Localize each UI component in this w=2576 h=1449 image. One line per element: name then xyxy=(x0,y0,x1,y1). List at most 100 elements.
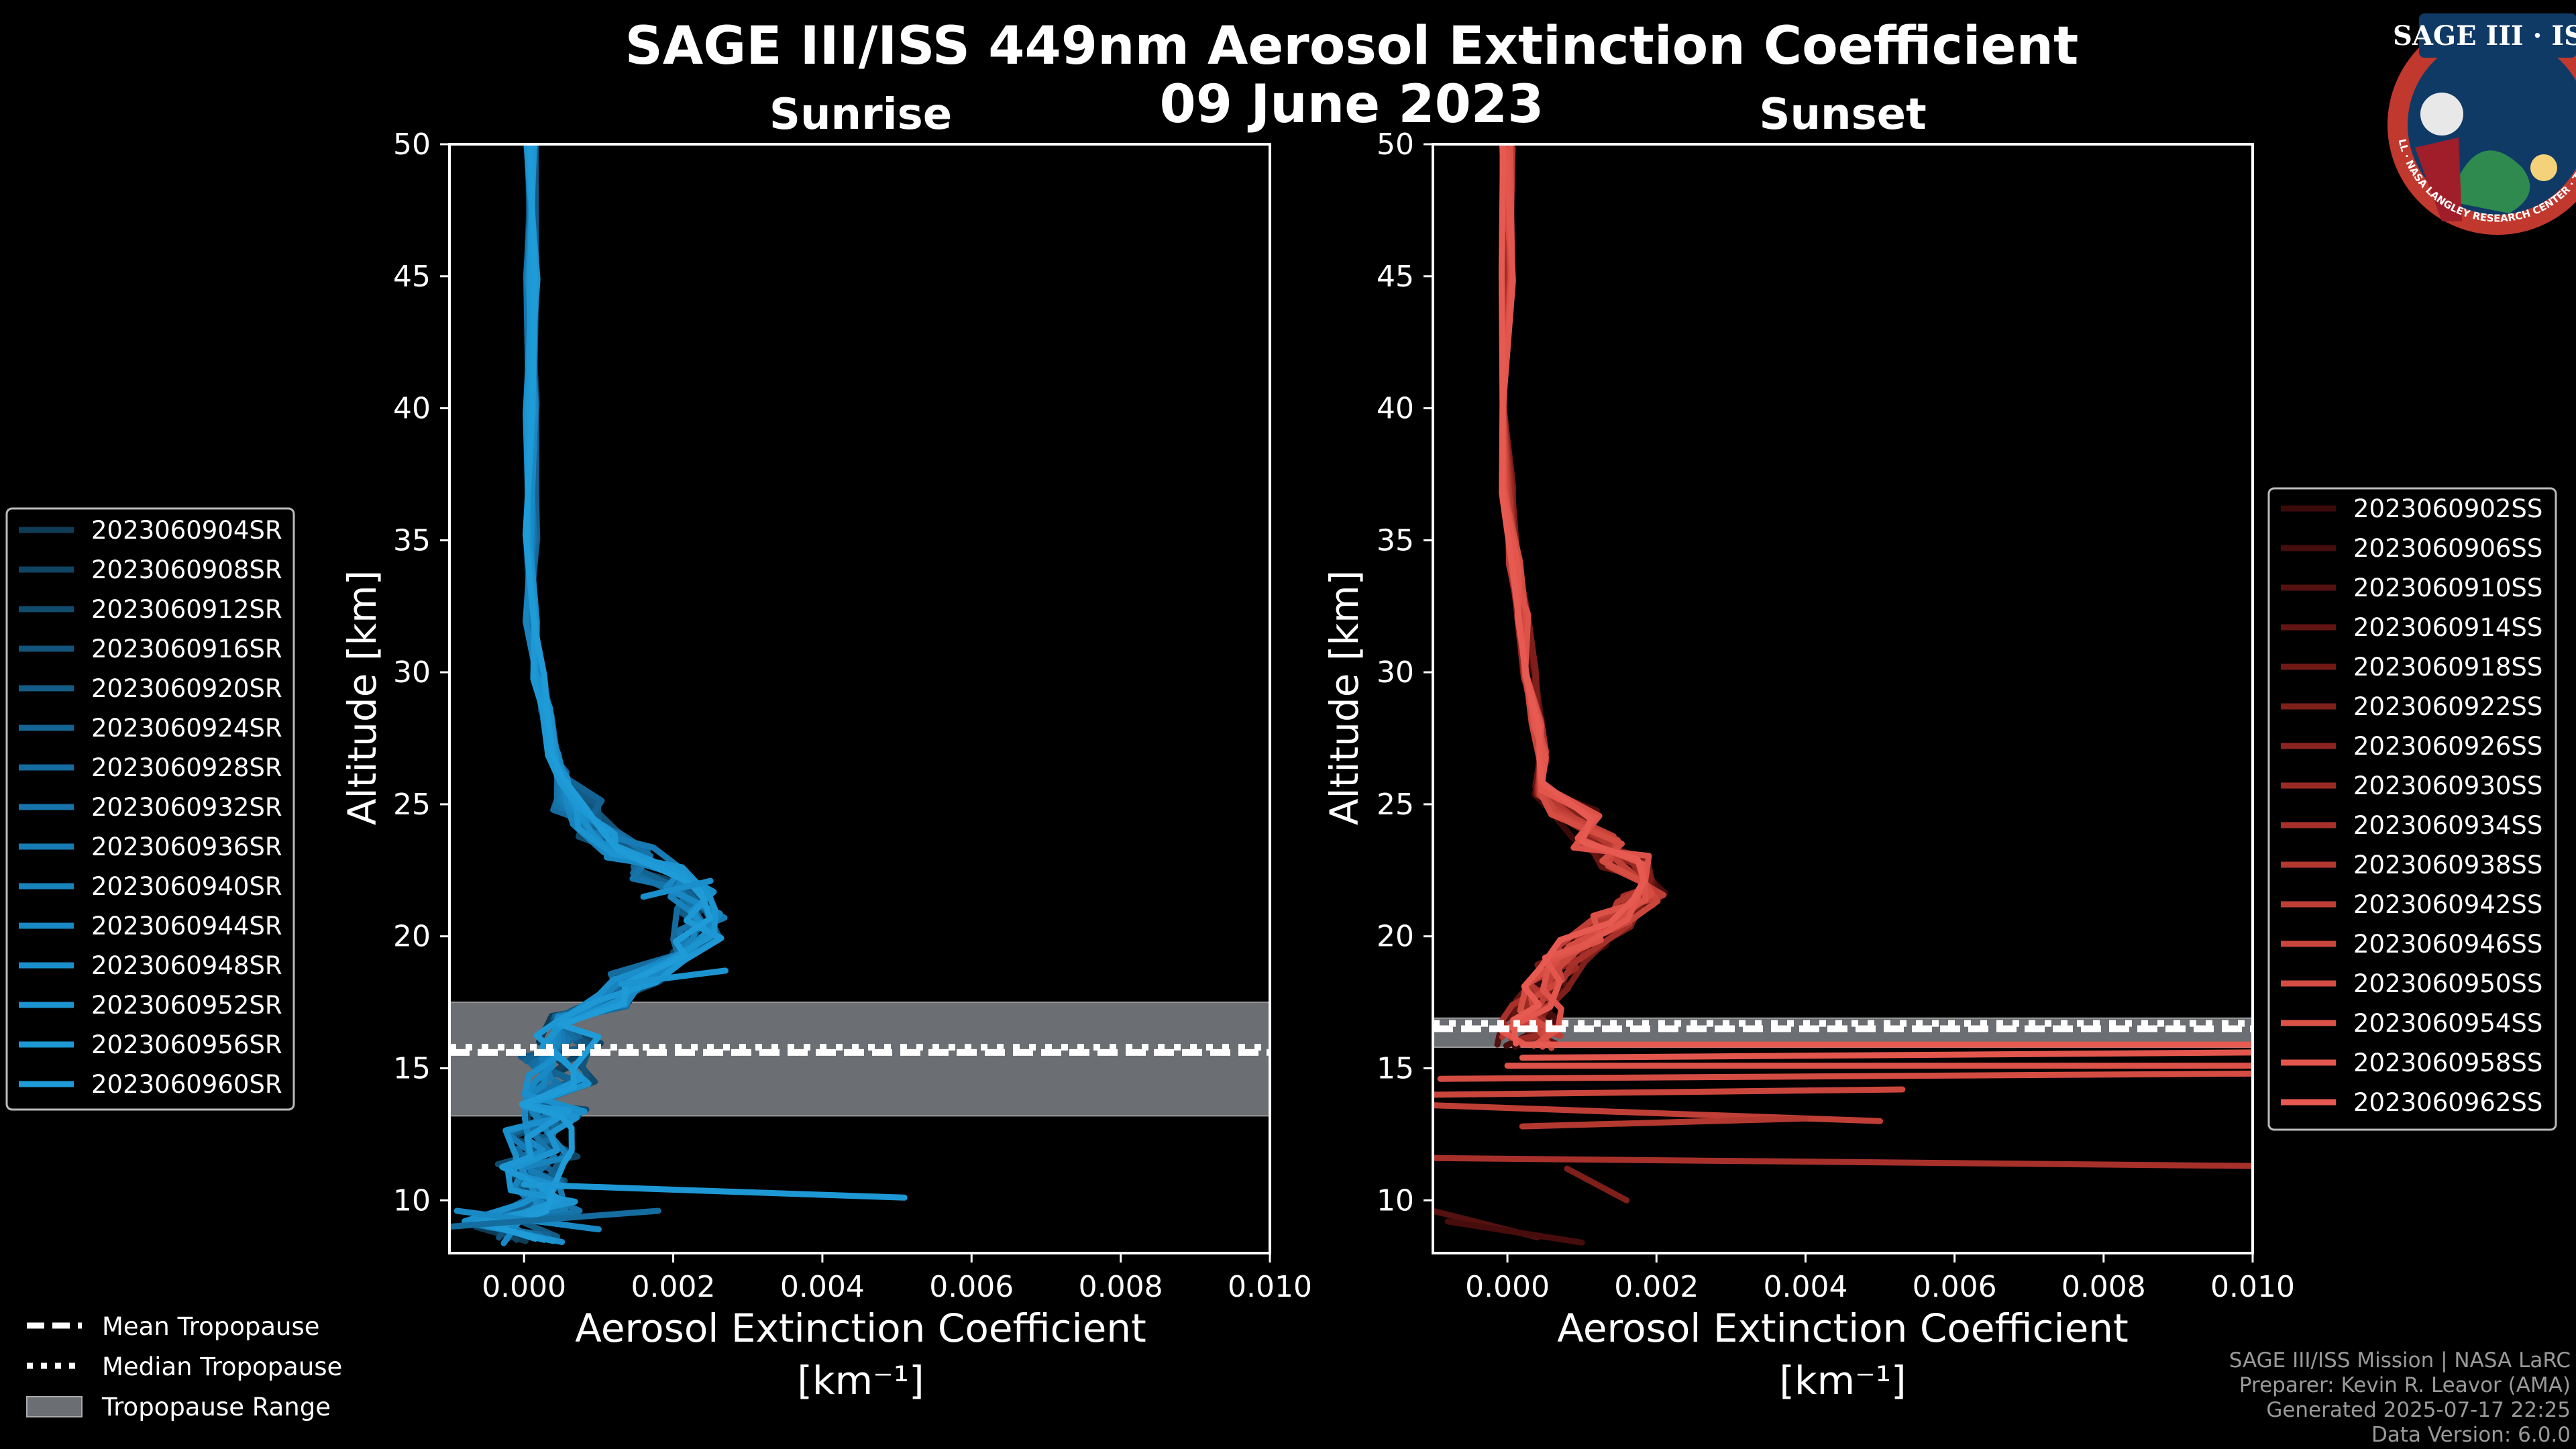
mean-tropopause-label: Mean Tropopause xyxy=(102,1312,320,1341)
logo-moon-shape xyxy=(2420,93,2463,136)
sunrise-y-tick-label: 50 xyxy=(393,127,431,162)
sunrise-y-tick-label: 40 xyxy=(393,392,431,426)
sunrise-legend-label: 2023060932SR xyxy=(91,793,282,822)
sunrise-x-tick-label: 0.000 xyxy=(482,1270,566,1304)
tropopause-range-swatch xyxy=(26,1396,83,1417)
logo-banner xyxy=(2419,13,2576,58)
sunrise-spike-4 xyxy=(640,877,714,900)
sunrise-spike-0 xyxy=(521,1181,908,1201)
sunrise-legend-label: 2023060944SR xyxy=(91,912,282,941)
credit-mission: SAGE III/ISS Mission | NASA LaRC xyxy=(2229,1348,2571,1373)
sunset-y-tick-label: 50 xyxy=(1377,127,1414,162)
sunset-y-tick-label: 25 xyxy=(1377,788,1414,822)
sunrise-legend-label: 2023060908SR xyxy=(91,555,282,584)
sunrise-legend-label: 2023060936SR xyxy=(91,833,282,861)
sunset-legend-label: 2023060930SS xyxy=(2353,771,2542,800)
sunset-spike-3 xyxy=(1437,1070,2253,1082)
median-tropopause-label: Median Tropopause xyxy=(102,1352,342,1381)
sunset-y-tick-label: 35 xyxy=(1377,523,1414,557)
sunrise-y-tick-label: 20 xyxy=(393,920,431,954)
sunset-legend-label: 2023060922SS xyxy=(2353,692,2542,721)
sunrise-panel-title: Sunrise xyxy=(769,90,952,140)
sunset-legend-label: 2023060926SS xyxy=(2353,732,2542,761)
sunrise-y-tick-label: 30 xyxy=(393,655,431,690)
sunset-legend-label: 2023060914SS xyxy=(2353,613,2542,642)
sunset-legend-label: 2023060906SS xyxy=(2353,534,2542,563)
sunset-y-axis-label: Altitude [km] xyxy=(1322,570,1367,825)
sunrise-y-tick-label: 15 xyxy=(393,1052,431,1086)
sunrise-x-tick-label: 0.008 xyxy=(1079,1270,1163,1304)
sunrise-x-tick-label: 0.010 xyxy=(1228,1270,1312,1304)
sunrise-x-axis-label: Aerosol Extinction Coefficient xyxy=(575,1305,1146,1351)
sunset-legend-label: 2023060946SS xyxy=(2353,930,2542,959)
sunrise-y-tick-label: 45 xyxy=(393,260,431,294)
sunrise-spike-3 xyxy=(618,967,729,987)
sunset-legend-label: 2023060938SS xyxy=(2353,851,2542,879)
credit-preparer: Preparer: Kevin R. Leavor (AMA) xyxy=(2239,1373,2571,1397)
sunrise-y-tick-label: 35 xyxy=(393,523,431,557)
sunset-x-tick-label: 0.008 xyxy=(2061,1270,2146,1304)
sunset-legend-label: 2023060958SS xyxy=(2353,1049,2542,1077)
sunrise-y-tick-label: 10 xyxy=(393,1183,431,1218)
sunset-x-tick-label: 0.000 xyxy=(1465,1270,1550,1304)
sunset-y-tick-label: 30 xyxy=(1377,655,1414,690)
sunrise-y-tick-label: 25 xyxy=(393,788,431,822)
logo-sun-shape xyxy=(2530,154,2557,181)
sunset-spike-7 xyxy=(1433,1155,2253,1169)
sunrise-legend-label: 2023060940SR xyxy=(91,872,282,901)
sunrise-legend-label: 2023060924SR xyxy=(91,714,282,743)
sunset-y-tick-label: 10 xyxy=(1377,1183,1414,1218)
sunrise-legend-label: 2023060916SR xyxy=(91,635,282,663)
sunset-panel-title: Sunset xyxy=(1759,90,1926,140)
sunrise-spike-2 xyxy=(449,1208,661,1230)
sunrise-x-tick-label: 0.006 xyxy=(929,1270,1014,1304)
sunset-legend-label: 2023060942SS xyxy=(2353,890,2542,919)
sunset-legend-label: 2023060918SS xyxy=(2353,653,2542,682)
sunset-spike-4 xyxy=(1433,1086,1906,1098)
sunset-x-tick-label: 0.004 xyxy=(1763,1270,1847,1304)
sunset-spike-5 xyxy=(1433,1102,1883,1124)
sunset-legend-label: 2023060934SS xyxy=(2353,811,2542,840)
logo-robed-figure xyxy=(2415,138,2462,221)
sunrise-x-tick-label: 0.004 xyxy=(780,1270,865,1304)
sunset-legend-label: 2023060962SS xyxy=(2353,1088,2542,1117)
tropopause-legend: Mean Tropopause Median Tropopause Tropop… xyxy=(26,1312,342,1421)
sunrise-legend-label: 2023060952SR xyxy=(91,991,282,1020)
credit-data-version: Data Version: 6.0.0 xyxy=(2371,1423,2571,1447)
sunrise-profile-2023060960SR xyxy=(495,144,714,1242)
sunset-legend-label: 2023060950SS xyxy=(2353,969,2542,998)
sunset-y-tick-label: 20 xyxy=(1377,920,1414,954)
sunrise-x-tick-label: 0.002 xyxy=(631,1270,716,1304)
sunset-x-tick-label: 0.006 xyxy=(1913,1270,1997,1304)
sunrise-legend-box xyxy=(5,507,295,1111)
sunset-x-tick-label: 0.002 xyxy=(1614,1270,1699,1304)
sunset-spike-10 xyxy=(1444,1218,1585,1246)
sunset-legend-box xyxy=(2267,487,2557,1131)
sunrise-legend: 2023060904SR 2023060908SR 2023060912SR 2023… xyxy=(5,507,295,1111)
sunset-panel: 0.000 0.002 0.004 0.006 0.008 0.010 10 15 20 25 30… xyxy=(1377,127,2295,1304)
sunrise-profile-2023060956SR xyxy=(484,144,724,1243)
sunrise-legend-label: 2023060928SR xyxy=(91,753,282,782)
sunset-legend-label: 2023060954SS xyxy=(2353,1009,2542,1038)
sunset-y-tick-label: 15 xyxy=(1377,1052,1414,1086)
sunset-spike-6 xyxy=(1519,1115,1809,1130)
sunrise-legend-label: 2023060956SR xyxy=(91,1030,282,1059)
figure-title: SAGE III/ISS 449nm Aerosol Extinction Co… xyxy=(625,16,2079,76)
credit-generated: Generated 2025-07-17 22:25 xyxy=(2266,1398,2571,1422)
sunrise-legend-label: 2023060904SR xyxy=(91,516,282,545)
sunrise-panel: 0.000 0.002 0.004 0.006 0.008 0.010 10 15 20 25 30… xyxy=(393,127,1312,1304)
sunrise-axes-frame xyxy=(448,143,1271,1254)
sunset-y-tick-label: 45 xyxy=(1377,260,1414,294)
sunrise-x-axis-unit: [km⁻¹] xyxy=(797,1358,924,1403)
sunrise-legend-label: 2023060912SR xyxy=(91,595,282,624)
sunset-x-tick-label: 0.010 xyxy=(2210,1270,2295,1304)
logo-text: SAGE III · ISS xyxy=(2393,20,2576,52)
figure-date: 09 June 2023 xyxy=(1160,74,1544,135)
sunset-legend-label: 2023060902SS xyxy=(2353,494,2542,523)
sunrise-legend-label: 2023060960SR xyxy=(91,1070,282,1099)
sunrise-legend-label: 2023060948SR xyxy=(91,951,282,980)
credits: SAGE III/ISS Mission | NASA LaRC Prepare… xyxy=(2229,1348,2571,1447)
sunset-spike-8 xyxy=(1564,1165,1630,1203)
sunset-x-axis-unit: [km⁻¹] xyxy=(1779,1358,1906,1403)
